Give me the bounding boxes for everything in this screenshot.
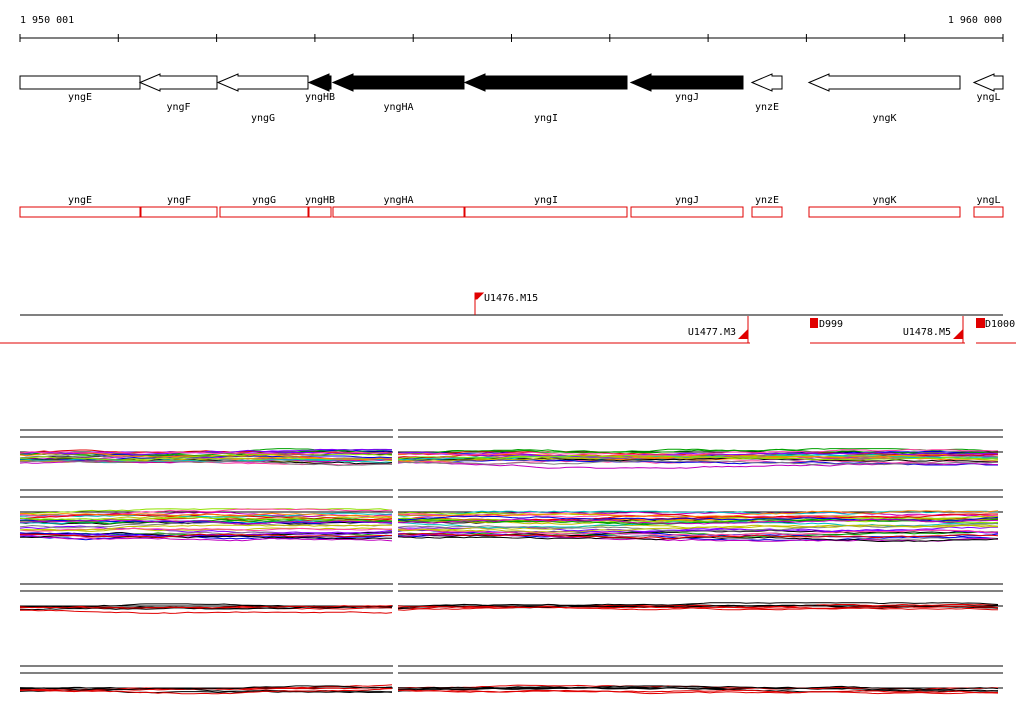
track-trace bbox=[19, 527, 393, 532]
transcript-label: ynzE bbox=[755, 195, 779, 206]
marker-flag bbox=[953, 329, 963, 339]
transcript-box bbox=[973, 206, 1004, 218]
transcript-box bbox=[219, 206, 309, 218]
track-trace bbox=[397, 532, 999, 540]
ruler-start: 1 950 001 bbox=[20, 15, 74, 26]
transcript-label: yngHB bbox=[305, 195, 335, 206]
gene-arrow bbox=[750, 73, 783, 92]
track-trace bbox=[397, 605, 998, 611]
track-trace bbox=[397, 685, 999, 691]
transcript-label: yngG bbox=[252, 195, 276, 206]
gene-label: yngHB bbox=[305, 92, 335, 103]
gene-label: yngG bbox=[251, 113, 275, 124]
track-trace bbox=[397, 448, 999, 455]
track-trace bbox=[398, 528, 999, 536]
track-trace bbox=[397, 518, 999, 525]
track-trace bbox=[19, 450, 393, 457]
track-trace bbox=[397, 448, 999, 454]
gene-label: yngJ bbox=[675, 92, 699, 103]
track-trace bbox=[397, 689, 999, 694]
ruler-end: 1 960 000 bbox=[948, 15, 1002, 26]
track-trace bbox=[19, 525, 393, 534]
gene-label: yngF bbox=[166, 102, 190, 113]
transcript-box bbox=[140, 206, 218, 218]
gene-arrow bbox=[972, 73, 1004, 92]
transcript-box bbox=[464, 206, 628, 218]
track-trace bbox=[19, 609, 393, 614]
transcript-label: yngK bbox=[872, 195, 896, 206]
transcript-label: yngE bbox=[68, 195, 92, 206]
track-trace bbox=[19, 527, 393, 532]
track-trace bbox=[19, 516, 392, 524]
marker-flag bbox=[976, 318, 985, 328]
track-trace bbox=[19, 534, 393, 542]
transcript-label: yngF bbox=[167, 195, 191, 206]
track-trace bbox=[398, 460, 999, 466]
transcript-box bbox=[808, 206, 961, 218]
gene-arrow bbox=[216, 73, 309, 92]
track-trace bbox=[20, 519, 393, 525]
track-trace bbox=[397, 461, 999, 469]
gene-arrow bbox=[331, 73, 465, 92]
gene-label: yngHA bbox=[383, 102, 413, 113]
marker-flag bbox=[474, 292, 485, 315]
track-trace bbox=[397, 536, 999, 542]
track-trace bbox=[19, 533, 393, 539]
gene-arrow bbox=[19, 75, 141, 90]
track-trace bbox=[19, 453, 393, 461]
gene-label: yngK bbox=[872, 113, 896, 124]
transcript-box bbox=[308, 206, 332, 218]
track-trace bbox=[397, 603, 999, 610]
marker-label: D999 bbox=[819, 319, 843, 330]
transcript-label: yngJ bbox=[675, 195, 699, 206]
gene-label: yngL bbox=[976, 92, 1000, 103]
transcript-box bbox=[332, 206, 465, 218]
marker-label: U1478.M5 bbox=[903, 327, 951, 338]
transcript-box bbox=[751, 206, 783, 218]
gene-arrow bbox=[307, 73, 332, 92]
gene-label: ynzE bbox=[755, 102, 779, 113]
track-trace bbox=[397, 454, 999, 461]
transcript-label: yngHA bbox=[383, 195, 413, 206]
gene-arrow bbox=[463, 73, 628, 92]
track-trace bbox=[20, 524, 392, 532]
marker-label: U1476.M15 bbox=[484, 293, 538, 304]
track-trace bbox=[397, 510, 999, 519]
gene-label: yngE bbox=[68, 92, 92, 103]
track-trace bbox=[397, 448, 999, 456]
track-trace bbox=[397, 686, 999, 693]
transcript-label: yngI bbox=[534, 195, 558, 206]
track-trace bbox=[19, 605, 393, 609]
transcript-box bbox=[19, 206, 141, 218]
transcript-box bbox=[630, 206, 744, 218]
gene-arrow bbox=[629, 73, 744, 92]
track-trace bbox=[19, 455, 393, 462]
gene-arrow bbox=[138, 73, 218, 92]
marker-label: U1477.M3 bbox=[688, 327, 736, 338]
track-trace bbox=[19, 512, 393, 518]
track-trace bbox=[19, 685, 393, 691]
track-trace bbox=[19, 451, 393, 455]
track-trace bbox=[19, 512, 393, 518]
marker-flag bbox=[738, 329, 748, 339]
track-trace bbox=[397, 524, 998, 533]
track-trace bbox=[19, 459, 393, 467]
marker-label: D1000 bbox=[985, 319, 1015, 330]
gene-label: yngI bbox=[534, 113, 558, 124]
marker-flag bbox=[810, 318, 818, 328]
gene-arrow bbox=[807, 73, 961, 92]
transcript-label: yngL bbox=[976, 195, 1000, 206]
track-trace bbox=[19, 508, 393, 515]
track-trace bbox=[19, 688, 393, 695]
track-trace bbox=[19, 449, 393, 455]
